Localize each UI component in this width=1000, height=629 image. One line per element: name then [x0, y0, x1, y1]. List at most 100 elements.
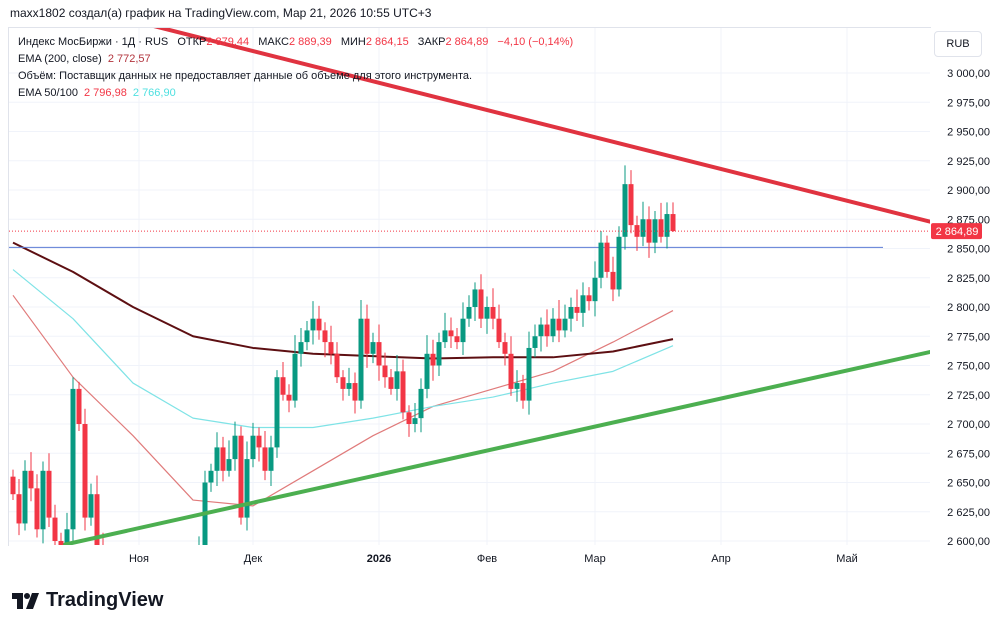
candle-body: [550, 318, 556, 337]
time-tick-label: Дек: [244, 553, 263, 565]
candle-body: [16, 494, 22, 524]
candle-body: [298, 342, 304, 354]
candle: [460, 302, 466, 355]
candle-body: [484, 307, 490, 319]
candle: [358, 299, 364, 409]
low-label: МИН: [340, 36, 366, 48]
candle-body: [562, 318, 568, 331]
price-tick-label: 2 950,00: [947, 127, 990, 139]
chart-credit: maxx1802 создал(а) график на TradingView…: [10, 6, 432, 20]
ema200-label[interactable]: EMA (200, close): [18, 53, 102, 65]
candle-body: [448, 330, 454, 337]
candle: [616, 226, 622, 297]
candle: [102, 532, 104, 545]
candle: [16, 478, 22, 536]
price-axis: 3 000,00 2 975,00 2 950,00 2 925,00 2 900,00…: [931, 68, 990, 548]
candle-body: [382, 365, 388, 378]
candle-body: [268, 447, 274, 471]
candle-body: [232, 435, 238, 460]
candle: [298, 328, 304, 367]
candle: [256, 427, 262, 462]
candle-body: [88, 494, 94, 518]
candle: [173, 561, 178, 594]
candle-body: [478, 289, 484, 319]
candle: [346, 367, 352, 396]
candle: [328, 325, 334, 365]
grid: [9, 28, 930, 545]
price-tick-label: 2 850,00: [947, 244, 990, 256]
ema100-line: [12, 269, 674, 429]
candle-body: [46, 470, 52, 518]
candle: [352, 372, 358, 414]
candle-body: [262, 447, 268, 471]
candle-body: [220, 447, 226, 471]
candle: [502, 332, 508, 366]
price-tick-label: 2 925,00: [947, 156, 990, 168]
time-tick-label: Ноя: [129, 553, 149, 565]
price-tick-label: 2 825,00: [947, 273, 990, 285]
candle: [622, 165, 628, 250]
candle: [292, 335, 298, 408]
candle: [52, 504, 58, 545]
open-label: ОТКР: [177, 36, 207, 48]
tradingview-logo[interactable]: TradingView: [12, 589, 163, 612]
ema-pair-label[interactable]: EMA 50/100: [18, 87, 78, 99]
candle: [58, 532, 64, 545]
candle-body: [310, 318, 316, 331]
candle: [628, 170, 634, 234]
candle-body: [334, 353, 340, 378]
candle: [322, 322, 328, 358]
candle: [634, 215, 640, 251]
price-tick-label: 2 700,00: [947, 419, 990, 431]
candle-body: [670, 214, 676, 232]
candle-body: [394, 371, 400, 389]
candle: [202, 470, 208, 545]
candle-body: [358, 318, 364, 401]
candle-body: [167, 564, 172, 570]
candle-body: [202, 482, 208, 545]
candle: [316, 305, 322, 340]
candle-body: [532, 336, 538, 348]
candle: [340, 370, 346, 401]
candle: [568, 297, 574, 332]
candle: [556, 299, 562, 343]
candle-body: [179, 576, 184, 588]
candle: [370, 332, 376, 364]
candle-body: [64, 529, 70, 545]
symbol-name[interactable]: Индекс МосБиржи · 1Д · RUS: [18, 36, 169, 48]
candle: [388, 369, 394, 395]
candle: [610, 256, 616, 302]
candle: [592, 261, 598, 317]
legend-volume-row: Объём: Поставщик данных не предоставляет…: [18, 68, 573, 85]
candle-body: [418, 388, 424, 419]
candle-body: [280, 377, 286, 395]
currency-button[interactable]: RUB: [934, 31, 982, 57]
candle-body: [508, 353, 514, 389]
candle: [454, 328, 460, 350]
candle-body: [610, 271, 616, 290]
candle-body: [173, 570, 178, 588]
candle-body: [586, 295, 592, 302]
candle: [262, 431, 268, 481]
close-label: ЗАКР: [417, 36, 446, 48]
candle-body: [304, 330, 310, 343]
legend: Индекс МосБиржи · 1Д · RUS ОТКР2 879,44 …: [18, 34, 573, 102]
candle: [562, 304, 568, 338]
price-tick-label: 2 750,00: [947, 361, 990, 373]
volume-note[interactable]: Объём: Поставщик данных не предоставляет…: [18, 70, 473, 82]
candle-body: [10, 476, 16, 495]
candle-body: [502, 342, 508, 354]
candle-body: [292, 353, 298, 401]
candle: [412, 402, 418, 433]
candle-body: [430, 353, 436, 366]
candle-body: [340, 377, 346, 389]
candle-body: [496, 318, 502, 343]
plot-area: [9, 28, 930, 594]
candle-body: [197, 553, 202, 559]
price-tick-label: 2 650,00: [947, 478, 990, 490]
candle: [191, 550, 196, 577]
candle: [280, 361, 286, 401]
ema200-value: 2 772,57: [107, 53, 151, 65]
resistance-trendline: [153, 28, 930, 224]
